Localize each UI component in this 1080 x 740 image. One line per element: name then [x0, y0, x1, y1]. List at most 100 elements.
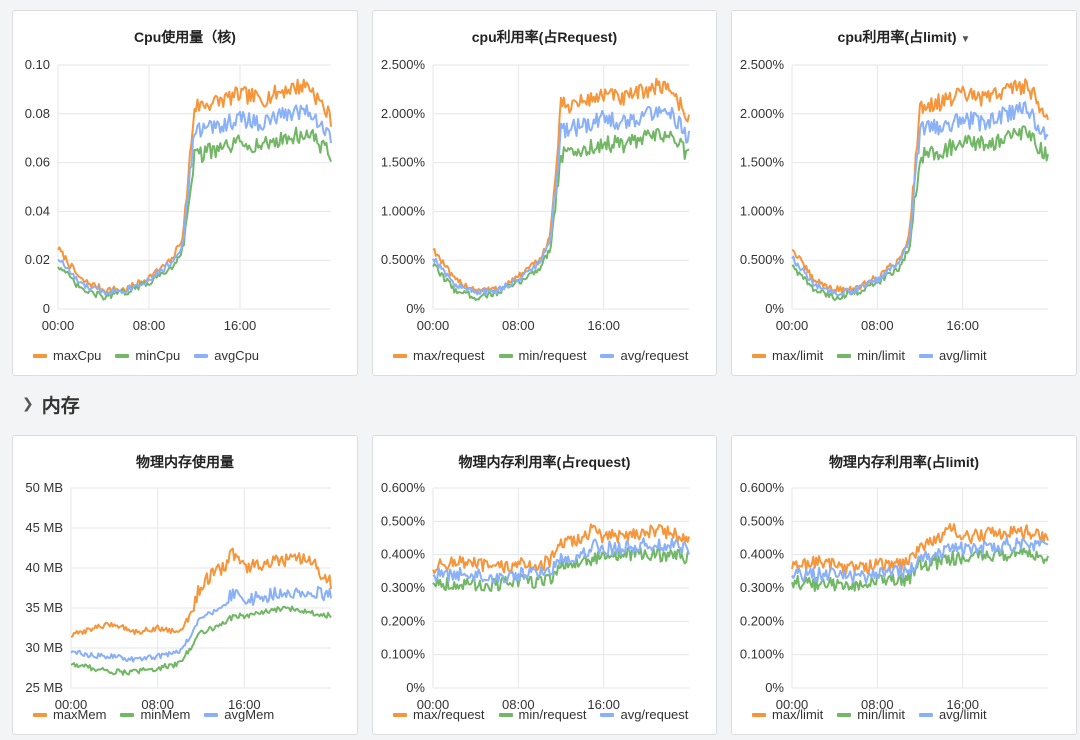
y-tick-label: 2.000%	[740, 106, 785, 121]
row-header-memory[interactable]: ❯ 内存	[22, 391, 80, 418]
x-tick-label: 08:00	[141, 697, 174, 712]
series-line-avg[interactable]	[432, 537, 690, 584]
series-line-avg[interactable]	[57, 104, 332, 296]
legend-item-min[interactable]: minMem	[120, 707, 190, 722]
legend-item-min[interactable]: minCpu	[115, 348, 180, 363]
x-tick-label: 00:00	[417, 318, 450, 333]
y-tick-label: 1.500%	[740, 155, 785, 170]
series-line-avg[interactable]	[791, 101, 1049, 297]
chart-plot[interactable]: 0% 0.500% 1.000% 1.500% 2.000% 2.500% 00:00 08:…	[732, 11, 1076, 345]
series-line-max[interactable]	[432, 77, 690, 294]
legend-swatch	[498, 353, 513, 358]
legend-item-avg[interactable]: avg/limit	[918, 707, 987, 722]
y-tick-label: 0.06	[25, 155, 50, 170]
legend-label: min/limit	[857, 348, 905, 363]
y-tick-label: 0.500%	[740, 513, 785, 528]
y-tick-label: 0%	[765, 680, 784, 695]
x-tick-label: 08:00	[502, 697, 535, 712]
y-tick-label: 0.300%	[381, 580, 426, 595]
series-line-max[interactable]	[791, 78, 1049, 294]
y-tick-label: 0.500%	[381, 513, 426, 528]
panel-cpu-request-ratio[interactable]: cpu利用率(占Request) 0% 0.500% 1.000% 1.500% 2.0…	[372, 10, 717, 376]
series-line-avg[interactable]	[70, 585, 332, 663]
legend-swatch	[600, 353, 615, 358]
legend-item-max[interactable]: max/request	[393, 707, 485, 722]
y-tick-label: 2.500%	[740, 57, 785, 72]
series-line-max[interactable]	[70, 547, 332, 638]
chart-plot[interactable]: 0% 0.100% 0.200% 0.300% 0.400% 0.500% 0.600% 00…	[732, 436, 1076, 712]
y-tick-label: 1.000%	[740, 203, 785, 218]
series-line-min[interactable]	[791, 125, 1049, 302]
legend-swatch	[918, 712, 933, 717]
series-line-avg[interactable]	[791, 536, 1049, 584]
panel-title[interactable]: 物理内存利用率(占request)	[458, 454, 631, 470]
series-line-avg[interactable]	[432, 105, 690, 296]
series-line-max[interactable]	[791, 523, 1049, 575]
y-tick-label: 35 MB	[25, 600, 63, 615]
panel-title[interactable]: cpu利用率(占Request)	[471, 29, 618, 45]
x-tick-label: 00:00	[776, 318, 809, 333]
series-line-max[interactable]	[432, 523, 690, 575]
x-tick-label: 16:00	[587, 697, 620, 712]
chart-legend: max/limit min/limit avg/limit	[752, 707, 987, 722]
caret-down-icon[interactable]: ▼	[960, 34, 971, 45]
y-tick-label: 0.04	[25, 203, 50, 218]
panel-memory-usage[interactable]: 物理内存使用量 25 MB 30 MB 35 MB 40 MB 45 MB 50 MB 00…	[12, 435, 358, 735]
legend-label: avg/limit	[938, 707, 987, 722]
panel-title[interactable]: Cpu使用量（核)	[134, 29, 236, 45]
chevron-down-icon[interactable]: ❯	[22, 395, 34, 411]
legend-item-min[interactable]: min/request	[498, 348, 586, 363]
panel-title[interactable]: 物理内存使用量	[136, 454, 234, 470]
panel-memory-limit-ratio[interactable]: 物理内存利用率(占limit) 0% 0.100% 0.200% 0.300% 0.40…	[731, 435, 1077, 735]
chart-plot[interactable]: 0% 0.500% 1.000% 1.500% 2.000% 2.500% 00:00 08:…	[373, 11, 716, 345]
legend-item-avg[interactable]: avg/request	[600, 707, 688, 722]
legend-swatch	[600, 712, 615, 717]
legend-item-avg[interactable]: avg/limit	[918, 348, 987, 363]
chart-legend: max/request min/request avg/request	[393, 348, 688, 363]
legend-label: avg/limit	[938, 348, 987, 363]
x-tick-label: 00:00	[776, 697, 809, 712]
y-tick-label: 0	[43, 301, 50, 316]
y-tick-label: 0.600%	[381, 480, 426, 495]
y-tick-label: 50 MB	[25, 480, 63, 495]
y-tick-label: 0.300%	[740, 580, 785, 595]
chart-legend: maxCpu minCpu avgCpu	[33, 348, 259, 363]
y-tick-label: 0.08	[25, 106, 50, 121]
panel-memory-request-ratio[interactable]: 物理内存利用率(占request) 0% 0.100% 0.200% 0.300% 0.…	[372, 435, 717, 735]
chart-plot[interactable]: 25 MB 30 MB 35 MB 40 MB 45 MB 50 MB 00:00 08:00…	[13, 436, 357, 712]
panel-title[interactable]: cpu利用率(占limit)	[837, 29, 957, 45]
legend-swatch	[498, 712, 513, 717]
panel-cpu-limit-ratio[interactable]: cpu利用率(占limit) ▼ 0% 0.500% 1.000% 1.500% 2.00…	[731, 10, 1077, 376]
x-tick-label: 00:00	[55, 697, 88, 712]
legend-item-avg[interactable]: avgCpu	[194, 348, 259, 363]
panel-title[interactable]: 物理内存利用率(占limit)	[828, 454, 980, 470]
series-line-min[interactable]	[432, 547, 690, 592]
panel-cpu-usage[interactable]: Cpu使用量（核) 0 0.02 0.04 0.06 0.08 0.10 00:00 08:0…	[12, 10, 358, 376]
legend-item-max[interactable]: maxMem	[33, 707, 106, 722]
series-line-min[interactable]	[57, 126, 332, 301]
legend-item-max[interactable]: max/limit	[752, 348, 823, 363]
legend-swatch	[393, 353, 407, 358]
legend-swatch	[33, 712, 47, 717]
legend-item-avg[interactable]: avg/request	[600, 348, 688, 363]
y-tick-label: 30 MB	[25, 640, 63, 655]
chart-plot[interactable]: 0% 0.100% 0.200% 0.300% 0.400% 0.500% 0.600% 00…	[373, 436, 716, 712]
legend-item-max[interactable]: maxCpu	[33, 348, 101, 363]
legend-item-min[interactable]: min/request	[498, 707, 586, 722]
legend-swatch	[115, 353, 130, 358]
legend-item-max[interactable]: max/request	[393, 348, 485, 363]
series-line-min[interactable]	[432, 127, 690, 302]
y-tick-label: 0.200%	[381, 613, 426, 628]
y-tick-label: 0.500%	[381, 252, 426, 267]
legend-item-max[interactable]: max/limit	[752, 707, 823, 722]
row-header-label: 内存	[41, 396, 80, 417]
chart-plot[interactable]: 0 0.02 0.04 0.06 0.08 0.10 00:00 08:00 16:00	[13, 11, 357, 345]
legend-swatch	[204, 712, 219, 717]
legend-item-min[interactable]: min/limit	[837, 348, 905, 363]
legend-item-avg[interactable]: avgMem	[204, 707, 274, 722]
series-line-min[interactable]	[70, 605, 332, 676]
x-tick-label: 16:00	[946, 318, 979, 333]
legend-item-min[interactable]: min/limit	[837, 707, 905, 722]
panel-title-wrap[interactable]: cpu利用率(占limit) ▼	[732, 27, 1076, 47]
legend-label: max/limit	[772, 707, 824, 722]
